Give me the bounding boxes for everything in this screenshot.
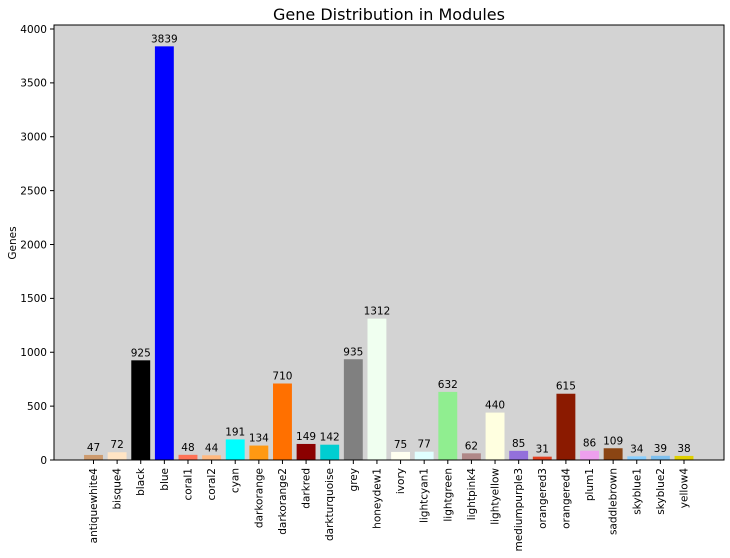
bars-layer	[84, 46, 694, 460]
bar-value-label: 109	[603, 435, 623, 447]
bar-lightgreen	[438, 391, 458, 460]
x-axis: antiquewhite4 bisque4 black blue coral1 coral…	[88, 460, 691, 552]
x-tick-label: darkorange	[253, 468, 265, 528]
x-tick-label: skyblue1	[631, 468, 643, 515]
x-tick-label: yellow4	[679, 468, 691, 509]
bar-darkorange	[249, 445, 269, 460]
bar-value-label: 191	[225, 426, 245, 438]
bar-value-label: 440	[485, 400, 505, 412]
y-tick-label: 3500	[20, 78, 47, 90]
x-tick-label: skyblue2	[655, 468, 667, 515]
bar-value-label: 142	[320, 432, 340, 444]
bar-skyblue2	[650, 455, 670, 460]
x-tick-label: honeydew1	[371, 468, 383, 529]
bar-value-label: 85	[512, 438, 525, 450]
x-tick-label: lightgreen	[442, 468, 454, 522]
x-tick-label: mediumpurple3	[513, 468, 525, 552]
x-tick-label: black	[135, 467, 147, 496]
bar-value-label: 925	[131, 347, 151, 359]
bar-value-label: 3839	[151, 33, 178, 45]
bar-value-label: 39	[654, 443, 667, 455]
bar-lightpink4	[461, 453, 481, 460]
x-tick-label: darkturquoise	[324, 468, 336, 541]
y-tick-label: 1500	[20, 293, 47, 305]
bar-value-label: 75	[394, 439, 407, 451]
bar-grey	[343, 359, 363, 460]
x-tick-label: bisque4	[112, 468, 124, 510]
x-tick-label: cyan	[230, 468, 242, 493]
bar-value-label: 710	[272, 371, 292, 383]
bar-plum1	[580, 450, 599, 460]
plot-background	[54, 25, 724, 460]
x-tick-label: lightpink4	[466, 468, 478, 521]
bar-value-label: 62	[465, 440, 478, 452]
bar-value-label: 77	[417, 439, 430, 451]
bar-lightcyan1	[414, 451, 434, 460]
y-tick-label: 3000	[20, 132, 47, 144]
plot-frame	[53, 24, 725, 461]
bar-coral2	[202, 455, 222, 460]
x-tick-label: darkred	[301, 468, 313, 509]
x-tick-label: saddlebrown	[608, 468, 620, 535]
bar-lightyellow	[485, 412, 505, 460]
y-tick-label: 1000	[20, 347, 47, 359]
bar-ivory	[391, 451, 411, 460]
bar-value-label: 48	[181, 442, 194, 454]
bar-value-label: 134	[249, 433, 269, 445]
x-tick-label: lightyellow	[490, 468, 502, 525]
x-tick-label: blue	[159, 468, 171, 491]
x-tick-label: antiquewhite4	[88, 468, 100, 544]
y-tick-label: 4000	[20, 24, 47, 36]
y-axis-label: Genes	[7, 226, 19, 259]
bar-value-label: 86	[583, 438, 597, 450]
bar-skyblue1	[627, 456, 647, 460]
bar-cyan	[225, 439, 245, 460]
bar-yellow4	[674, 455, 694, 460]
y-tick-label: 2500	[20, 185, 47, 197]
bar-value-label: 149	[296, 431, 316, 443]
bar-value-label: 1312	[364, 306, 391, 318]
bar-orangered4	[556, 393, 576, 460]
x-tick-label: grey	[348, 468, 360, 491]
bar-darkorange2	[273, 383, 292, 460]
x-tick-label: plum1	[584, 468, 596, 501]
bar-value-label: 632	[438, 379, 458, 391]
x-tick-label: orangered4	[560, 468, 572, 529]
bar-value-label: 31	[536, 444, 549, 456]
chart-title: Gene Distribution in Modules	[273, 5, 505, 24]
bar-bisque4	[107, 452, 127, 460]
x-tick-label: lightcyan1	[419, 468, 431, 523]
bar-saddlebrown	[603, 448, 623, 460]
bar-value-label: 935	[343, 346, 363, 358]
bar-value-label: 47	[87, 442, 100, 454]
bar-darkturquoise	[320, 444, 340, 460]
bar-value-label: 38	[677, 443, 690, 455]
bar-mediumpurple3	[509, 450, 529, 460]
bar-darkred	[296, 443, 316, 460]
bar-black	[131, 360, 151, 460]
y-tick-label: 500	[27, 401, 47, 413]
bar-value-label: 615	[556, 381, 576, 393]
y-tick-label: 0	[40, 455, 47, 467]
x-tick-label: orangered3	[537, 468, 549, 529]
bar-blue	[154, 46, 174, 460]
bar-coral1	[178, 454, 198, 460]
x-tick-label: ivory	[395, 468, 407, 494]
x-tick-label: coral1	[182, 468, 194, 501]
bar-honeydew1	[367, 318, 387, 460]
bar-value-label: 34	[630, 443, 644, 455]
y-axis: 0 500 1000 1500 2000 2500 3000 3500 4000	[20, 24, 54, 467]
bar-value-label: 72	[110, 439, 123, 451]
y-tick-label: 2000	[20, 239, 47, 251]
bar-value-label: 44	[205, 442, 219, 454]
bar-antiquewhite4	[84, 454, 103, 460]
x-tick-label: coral2	[206, 468, 218, 501]
x-tick-label: darkorange2	[277, 468, 289, 535]
bar-orangered3	[532, 456, 552, 460]
